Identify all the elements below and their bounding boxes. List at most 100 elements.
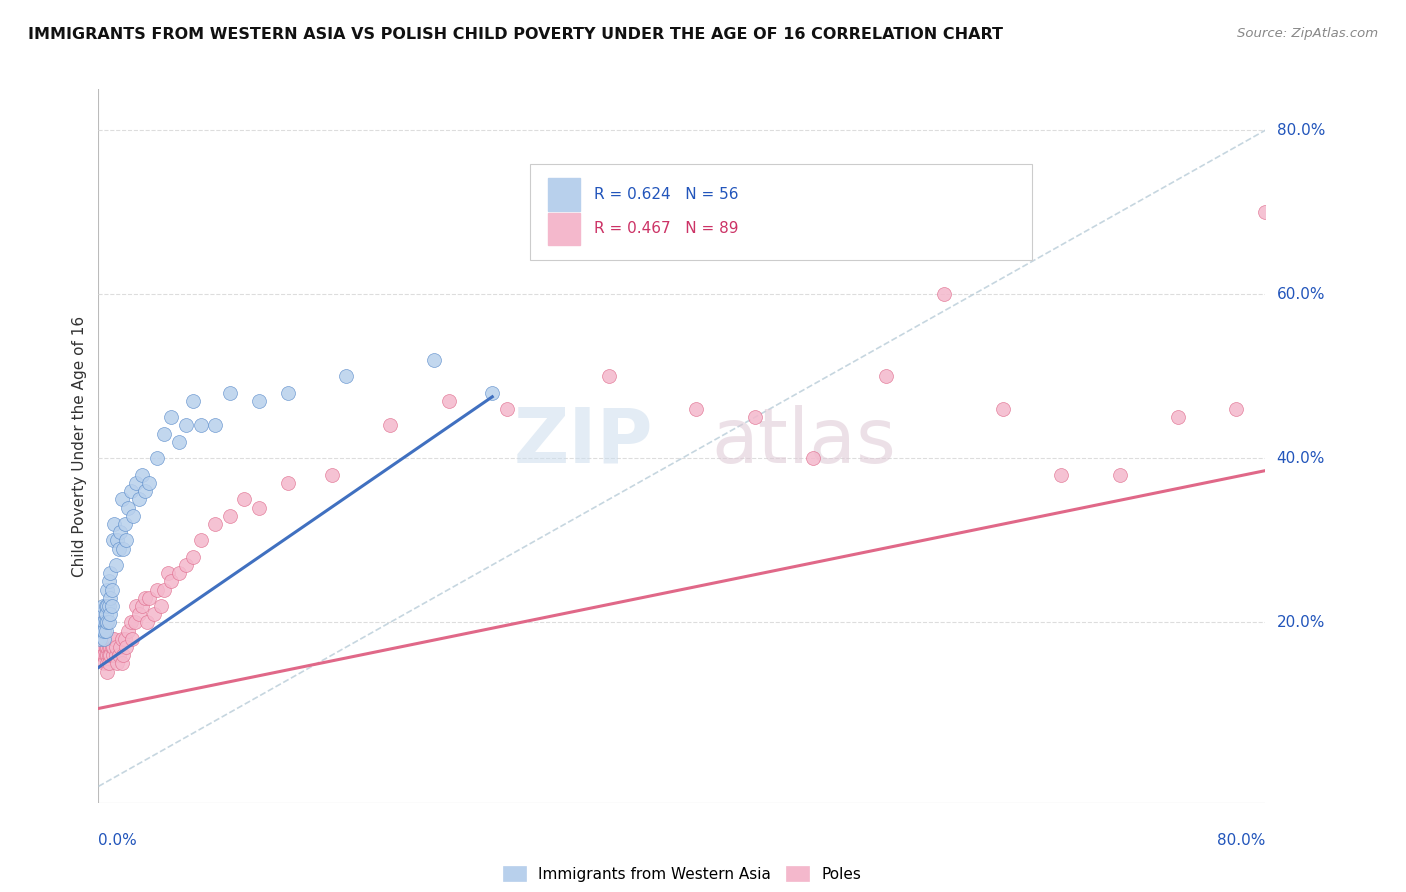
Point [97, 657, 120, 671]
Point [105, 533, 128, 548]
Point [181, 393, 204, 408]
Point [124, 615, 146, 630]
Point [96, 582, 118, 597]
Point [96, 657, 118, 671]
Point [104, 558, 127, 572]
Text: atlas: atlas [711, 405, 896, 479]
Point [1225, 402, 1247, 417]
Point [98, 640, 121, 654]
Point [1312, 402, 1334, 417]
Point [103, 632, 125, 646]
Point [934, 287, 956, 301]
Point [174, 558, 197, 572]
Point [96, 640, 118, 654]
Point [90, 640, 112, 654]
Point [100, 632, 122, 646]
Text: Source: ZipAtlas.com: Source: ZipAtlas.com [1237, 27, 1378, 40]
Point [598, 369, 620, 384]
Point [335, 369, 357, 384]
Text: IMMIGRANTS FROM WESTERN ASIA VS POLISH CHILD POVERTY UNDER THE AGE OF 16 CORRELA: IMMIGRANTS FROM WESTERN ASIA VS POLISH C… [28, 27, 1002, 42]
Point [91, 615, 114, 630]
Point [108, 648, 131, 662]
Point [93, 615, 115, 630]
Point [1284, 287, 1306, 301]
Point [94, 640, 117, 654]
Point [120, 484, 142, 499]
Point [495, 402, 517, 417]
Point [174, 418, 197, 433]
Point [98, 607, 121, 622]
Point [138, 475, 160, 490]
Point [160, 574, 183, 589]
Point [277, 385, 299, 400]
Point [167, 566, 190, 581]
Point [89, 632, 111, 646]
Point [104, 648, 127, 662]
Point [481, 385, 503, 400]
Point [378, 418, 402, 433]
Point [101, 640, 124, 654]
Point [97, 640, 120, 654]
Point [101, 533, 124, 548]
Point [98, 648, 121, 662]
Point [93, 624, 115, 638]
Point [117, 500, 139, 515]
Text: 80.0%: 80.0% [1277, 123, 1324, 137]
Point [112, 648, 135, 662]
Point [90, 615, 112, 630]
Point [160, 410, 183, 425]
Point [204, 418, 226, 433]
Text: 0.0%: 0.0% [98, 833, 138, 848]
Point [218, 508, 240, 523]
Point [96, 599, 118, 613]
Point [91, 632, 114, 646]
Point [114, 516, 136, 531]
Point [991, 402, 1014, 417]
Text: 60.0%: 60.0% [1277, 286, 1324, 301]
Point [153, 426, 176, 441]
Point [110, 525, 132, 540]
Point [138, 591, 160, 605]
Point [1050, 467, 1073, 482]
Point [96, 648, 118, 662]
Point [1341, 393, 1364, 408]
Point [247, 393, 270, 408]
Point [128, 607, 150, 622]
Point [125, 599, 148, 613]
Point [100, 599, 122, 613]
Point [277, 475, 299, 490]
Point [91, 640, 114, 654]
Point [104, 640, 127, 654]
Point [190, 533, 212, 548]
Point [110, 640, 132, 654]
Point [437, 393, 460, 408]
Point [115, 533, 138, 548]
Point [103, 516, 125, 531]
Text: 20.0%: 20.0% [1277, 615, 1324, 630]
Point [97, 615, 120, 630]
Point [111, 657, 134, 671]
Point [94, 615, 117, 630]
Point [91, 648, 114, 662]
Point [1108, 467, 1130, 482]
Point [98, 591, 121, 605]
Point [111, 492, 134, 507]
Point [94, 624, 117, 638]
Point [94, 648, 117, 662]
Point [111, 632, 134, 646]
Point [125, 475, 148, 490]
FancyBboxPatch shape [530, 164, 1032, 260]
Point [90, 607, 112, 622]
Point [1371, 467, 1393, 482]
Point [135, 615, 157, 630]
Point [167, 434, 190, 449]
Point [233, 492, 256, 507]
Text: R = 0.467   N = 89: R = 0.467 N = 89 [595, 221, 740, 235]
Point [108, 541, 131, 556]
Point [121, 632, 143, 646]
Point [146, 582, 169, 597]
Point [120, 615, 142, 630]
Point [101, 648, 124, 662]
Point [1400, 418, 1406, 433]
Point [134, 484, 156, 499]
